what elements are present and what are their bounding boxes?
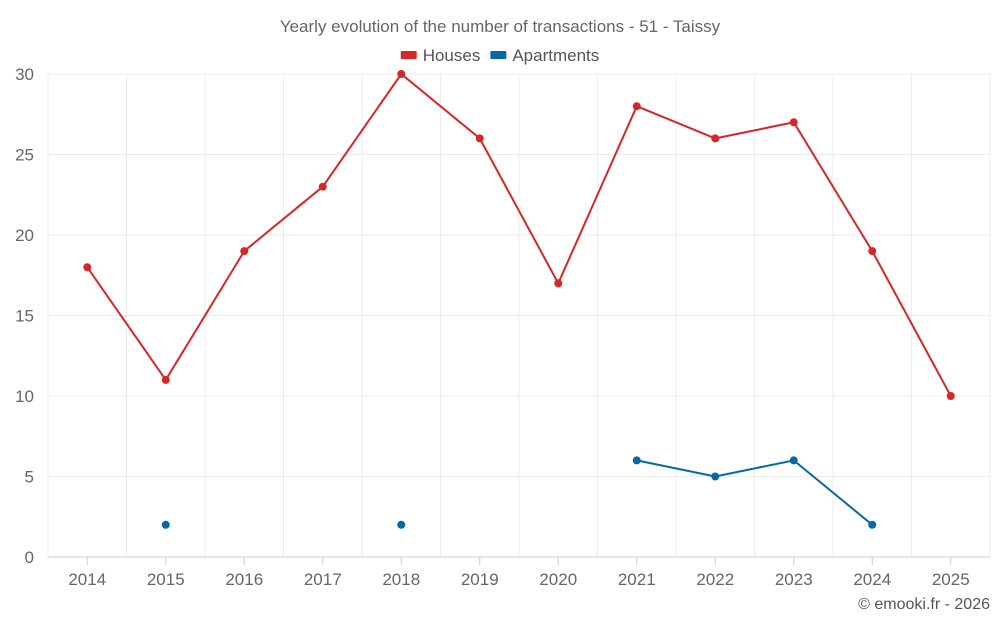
series-layer — [83, 70, 955, 529]
data-point-apartments[interactable] — [397, 520, 406, 529]
x-axis: 2014 2015 2016 2017 2018 2019 2020 2021 2022 2023… — [48, 556, 990, 589]
data-point-houses[interactable] — [83, 263, 92, 272]
x-tick-label: 2025 — [932, 570, 970, 589]
series-houses — [83, 70, 955, 400]
x-tick-label: 2022 — [696, 570, 734, 589]
data-point-houses[interactable] — [632, 102, 641, 111]
data-point-apartments[interactable] — [789, 456, 798, 465]
data-point-apartments[interactable] — [632, 456, 641, 465]
chart-title: Yearly evolution of the number of transa… — [280, 17, 721, 36]
data-point-houses[interactable] — [946, 392, 955, 400]
data-point-apartments[interactable] — [161, 520, 170, 529]
y-tick-label: 0 — [25, 548, 34, 567]
y-tick-label: 20 — [15, 226, 34, 245]
y-axis: 0 5 10 15 20 25 30 — [15, 65, 34, 567]
legend: Houses Apartments — [400, 46, 599, 65]
y-tick-label: 5 — [25, 468, 34, 487]
x-tick-label: 2019 — [461, 570, 499, 589]
legend-label-apartments[interactable]: Apartments — [512, 46, 599, 65]
series-line-apartments — [636, 459, 873, 526]
series-line-houses — [86, 72, 952, 397]
y-tick-label: 25 — [15, 146, 34, 165]
data-point-houses[interactable] — [711, 134, 720, 143]
x-tick-label: 2014 — [68, 570, 106, 589]
grid — [47, 73, 991, 557]
data-point-apartments[interactable] — [868, 520, 877, 529]
x-tick-label: 2018 — [382, 570, 420, 589]
data-point-houses[interactable] — [240, 247, 249, 256]
x-tick-label: 2016 — [225, 570, 263, 589]
legend-swatch-apartments[interactable] — [490, 51, 507, 59]
data-point-houses[interactable] — [397, 70, 406, 78]
x-tick-label: 2024 — [853, 570, 891, 589]
data-point-apartments[interactable] — [711, 472, 720, 481]
data-point-houses[interactable] — [554, 279, 563, 288]
data-point-houses[interactable] — [161, 375, 170, 384]
x-tick-label: 2020 — [539, 570, 577, 589]
x-tick-label: 2021 — [618, 570, 656, 589]
data-point-houses[interactable] — [318, 182, 327, 191]
legend-swatch-houses[interactable] — [400, 51, 417, 59]
data-point-houses[interactable] — [789, 118, 798, 127]
x-tick-label: 2017 — [304, 570, 342, 589]
data-point-houses[interactable] — [868, 247, 877, 256]
legend-label-houses[interactable]: Houses — [423, 46, 481, 65]
x-tick-label: 2015 — [147, 570, 185, 589]
y-tick-label: 10 — [15, 387, 34, 406]
x-tick-label: 2023 — [775, 570, 813, 589]
credit-text: © emooki.fr - 2026 — [858, 596, 990, 613]
y-tick-label: 15 — [15, 307, 34, 326]
series-apartments — [161, 456, 877, 529]
data-point-houses[interactable] — [475, 134, 484, 143]
y-tick-label: 30 — [15, 65, 34, 84]
